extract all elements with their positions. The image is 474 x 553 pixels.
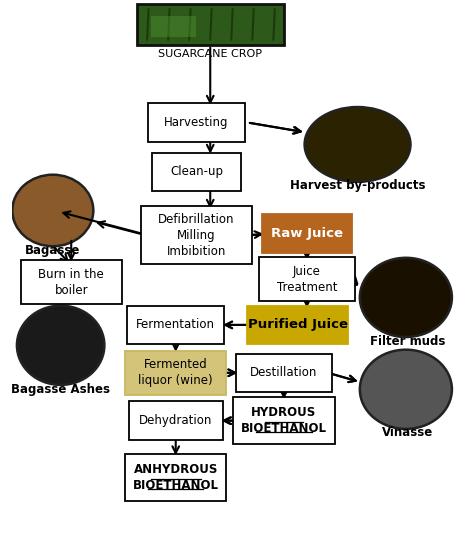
Text: Raw Juice: Raw Juice — [271, 227, 343, 240]
Text: Harvesting: Harvesting — [164, 116, 228, 129]
FancyBboxPatch shape — [128, 401, 223, 440]
Text: Fermentation: Fermentation — [136, 319, 215, 331]
FancyBboxPatch shape — [233, 397, 335, 444]
FancyBboxPatch shape — [151, 16, 195, 37]
FancyBboxPatch shape — [247, 306, 348, 344]
Text: HYDROUS
BIOETHANOL: HYDROUS BIOETHANOL — [241, 406, 327, 435]
Text: Filter muds: Filter muds — [371, 335, 446, 348]
FancyBboxPatch shape — [125, 351, 227, 395]
Text: Fermented
liquor (wine): Fermented liquor (wine) — [138, 358, 213, 387]
FancyBboxPatch shape — [148, 103, 245, 142]
Text: ANHYDROUS
BIOETHANOL: ANHYDROUS BIOETHANOL — [133, 463, 219, 492]
Ellipse shape — [360, 349, 452, 429]
FancyBboxPatch shape — [262, 214, 352, 253]
Text: Purified Juice: Purified Juice — [248, 319, 348, 331]
FancyBboxPatch shape — [20, 260, 122, 304]
Text: Harvest by-products: Harvest by-products — [290, 179, 425, 192]
FancyBboxPatch shape — [128, 306, 224, 344]
Text: Defibrillation
Milling
Imbibition: Defibrillation Milling Imbibition — [158, 213, 235, 258]
Text: Bagasse Ashes: Bagasse Ashes — [11, 383, 110, 396]
Text: Juice
Treatment: Juice Treatment — [277, 265, 337, 294]
FancyBboxPatch shape — [259, 257, 355, 301]
Text: SUGARCANE CROP: SUGARCANE CROP — [158, 49, 262, 59]
FancyBboxPatch shape — [152, 153, 241, 191]
FancyBboxPatch shape — [137, 4, 284, 45]
Ellipse shape — [305, 107, 410, 182]
Ellipse shape — [12, 175, 93, 246]
Text: Vinasse: Vinasse — [382, 426, 433, 439]
FancyBboxPatch shape — [125, 454, 227, 500]
Text: Clean-up: Clean-up — [170, 165, 223, 179]
Ellipse shape — [17, 306, 104, 385]
FancyBboxPatch shape — [141, 206, 252, 264]
Text: Bagasse: Bagasse — [25, 243, 81, 257]
Text: Burn in the
boiler: Burn in the boiler — [38, 268, 104, 296]
FancyBboxPatch shape — [236, 353, 332, 392]
Text: Dehydration: Dehydration — [139, 414, 212, 427]
Ellipse shape — [360, 258, 452, 337]
Text: Destillation: Destillation — [250, 366, 318, 379]
